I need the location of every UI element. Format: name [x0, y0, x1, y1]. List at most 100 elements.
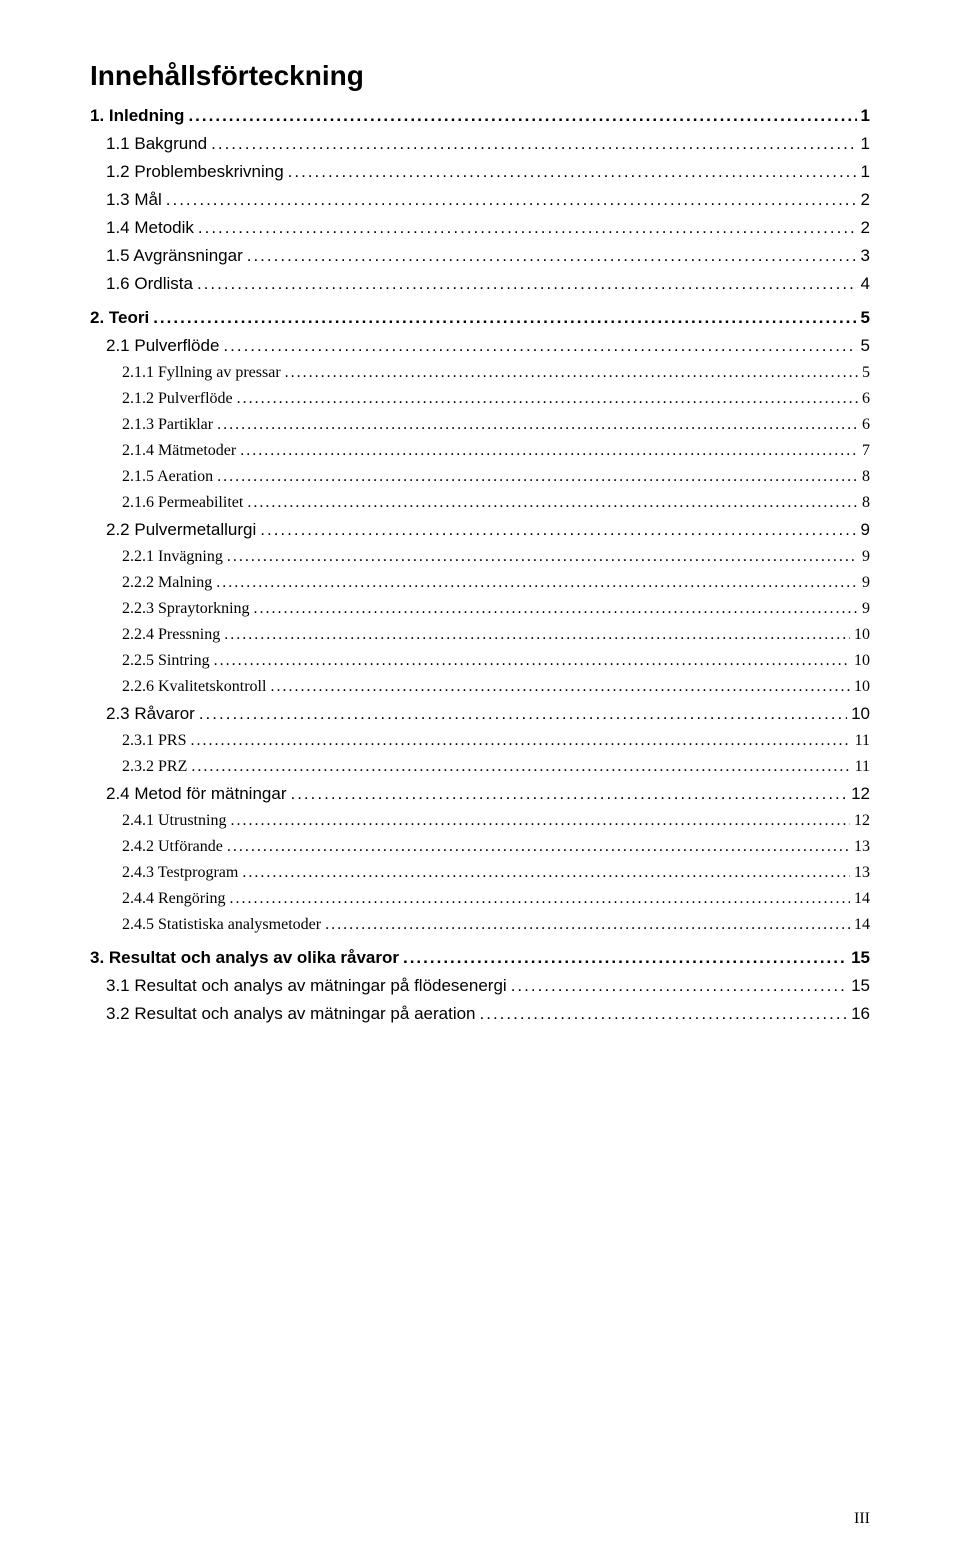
toc-leader — [403, 948, 847, 968]
toc-entry: 2.4.5 Statistiska analysmetoder 14 — [122, 916, 870, 934]
toc-label: 2.4.5 Statistiska analysmetoder — [122, 916, 321, 934]
toc-entry: 2.2.2 Malning9 — [122, 574, 870, 592]
toc-label: 2.3.2 PRZ — [122, 758, 187, 776]
toc-label: 2.4.2 Utförande — [122, 838, 223, 856]
toc-label: 2.4 Metod för mätningar — [106, 784, 286, 804]
toc-leader — [240, 442, 858, 460]
toc-entry: 2.3.1 PRS11 — [122, 732, 870, 750]
toc-entry: 2.1.5 Aeration8 — [122, 468, 870, 486]
toc-page-number: 14 — [854, 916, 870, 934]
toc-leader — [199, 704, 847, 724]
toc-label: 2.3 Råvaror — [106, 704, 195, 724]
toc-entry: 2.4.4 Rengöring 14 — [122, 890, 870, 908]
toc-leader — [166, 190, 857, 210]
toc-leader — [224, 626, 850, 644]
toc-entry: 2.4.3 Testprogram 13 — [122, 864, 870, 882]
toc-label: 1.6 Ordlista — [106, 274, 193, 294]
toc-entry: 2. Teori 5 — [90, 308, 870, 328]
toc-entry: 2.4.1 Utrustning 12 — [122, 812, 870, 830]
toc-entry: 2.2.3 Spraytorkning9 — [122, 600, 870, 618]
toc-page-number: 2 — [861, 190, 870, 210]
toc-leader — [290, 784, 847, 804]
toc-entry: 2.2.5 Sintring 10 — [122, 652, 870, 670]
toc-page-number: 14 — [854, 890, 870, 908]
toc-leader — [223, 336, 856, 356]
toc-leader — [198, 218, 857, 238]
toc-label: 1.5 Avgränsningar — [106, 246, 243, 266]
toc-page-number: 16 — [851, 1004, 870, 1024]
toc-entry: 1. Inledning1 — [90, 106, 870, 126]
toc-page-number: 12 — [854, 812, 870, 830]
toc-label: 3. Resultat och analys av olika råvaror — [90, 948, 399, 968]
toc-leader — [191, 758, 850, 776]
document-page: Innehållsförteckning 1. Inledning11.1 Ba… — [0, 0, 960, 1568]
toc-page-number: 9 — [861, 520, 870, 540]
toc-label: 2.4.3 Testprogram — [122, 864, 238, 882]
toc-entry: 2.1.1 Fyllning av pressar5 — [122, 364, 870, 382]
toc-entry: 2.3 Råvaror 10 — [106, 704, 870, 724]
toc-label: 2.1.3 Partiklar — [122, 416, 213, 434]
toc-page-number: 10 — [854, 652, 870, 670]
footer-page-number: III — [854, 1510, 870, 1528]
toc-leader — [211, 134, 856, 154]
toc-leader — [214, 652, 850, 670]
toc-entry: 2.2.4 Pressning10 — [122, 626, 870, 644]
toc-page-number: 13 — [854, 864, 870, 882]
toc-page-number: 15 — [851, 948, 870, 968]
toc-leader — [480, 1004, 848, 1024]
toc-label: 1.4 Metodik — [106, 218, 194, 238]
toc-leader — [511, 976, 847, 996]
toc-leader — [217, 468, 858, 486]
toc-leader — [230, 812, 850, 830]
toc-label: 2.1.1 Fyllning av pressar — [122, 364, 281, 382]
toc-entry: 1.1 Bakgrund1 — [106, 134, 870, 154]
toc-entry: 2.3.2 PRZ11 — [122, 758, 870, 776]
toc-label: 2.2.3 Spraytorkning — [122, 600, 250, 618]
toc-label: 1. Inledning — [90, 106, 184, 126]
toc-leader — [227, 838, 850, 856]
toc-entry: 1.5 Avgränsningar 3 — [106, 246, 870, 266]
toc-label: 2.2.1 Invägning — [122, 548, 223, 566]
toc-label: 2. Teori — [90, 308, 149, 328]
toc-page-number: 5 — [861, 308, 870, 328]
toc-page-number: 9 — [862, 548, 870, 566]
toc-page-number: 6 — [862, 416, 870, 434]
toc-page-number: 3 — [861, 246, 870, 266]
toc-leader — [288, 162, 857, 182]
toc-label: 3.2 Resultat och analys av mätningar på … — [106, 1004, 476, 1024]
toc-label: 2.4.1 Utrustning — [122, 812, 226, 830]
toc-label: 1.1 Bakgrund — [106, 134, 207, 154]
toc-label: 1.2 Problembeskrivning — [106, 162, 284, 182]
toc-leader — [197, 274, 857, 294]
toc-page-number: 6 — [862, 390, 870, 408]
toc-page-number: 13 — [854, 838, 870, 856]
toc-entry: 2.2.6 Kvalitetskontroll 10 — [122, 678, 870, 696]
toc-label: 2.2.5 Sintring — [122, 652, 210, 670]
toc-label: 1.3 Mål — [106, 190, 162, 210]
toc-label: 2.2.2 Malning — [122, 574, 212, 592]
toc-entry: 2.2 Pulvermetallurgi9 — [106, 520, 870, 540]
toc-leader — [254, 600, 858, 618]
toc-entry: 2.1.6 Permeabilitet8 — [122, 494, 870, 512]
toc-page-number: 4 — [861, 274, 870, 294]
toc-label: 2.4.4 Rengöring — [122, 890, 226, 908]
toc-list: 1. Inledning1 1.1 Bakgrund1 1.2 Problembes… — [90, 106, 870, 1024]
toc-page-number: 2 — [861, 218, 870, 238]
toc-label: 2.1.6 Permeabilitet — [122, 494, 243, 512]
toc-leader — [247, 246, 857, 266]
toc-page-number: 12 — [851, 784, 870, 804]
toc-leader — [237, 390, 858, 408]
toc-leader — [325, 916, 850, 934]
toc-page-number: 10 — [851, 704, 870, 724]
toc-entry: 3. Resultat och analys av olika råvaror 1… — [90, 948, 870, 968]
toc-leader — [260, 520, 856, 540]
toc-leader — [216, 574, 858, 592]
toc-entry: 1.2 Problembeskrivning1 — [106, 162, 870, 182]
toc-page-number: 11 — [855, 732, 870, 750]
toc-page-number: 10 — [854, 678, 870, 696]
toc-label: 2.2.6 Kvalitetskontroll — [122, 678, 266, 696]
toc-page-number: 15 — [851, 976, 870, 996]
toc-page-number: 10 — [854, 626, 870, 644]
toc-leader — [270, 678, 850, 696]
toc-page-number: 5 — [861, 336, 870, 356]
